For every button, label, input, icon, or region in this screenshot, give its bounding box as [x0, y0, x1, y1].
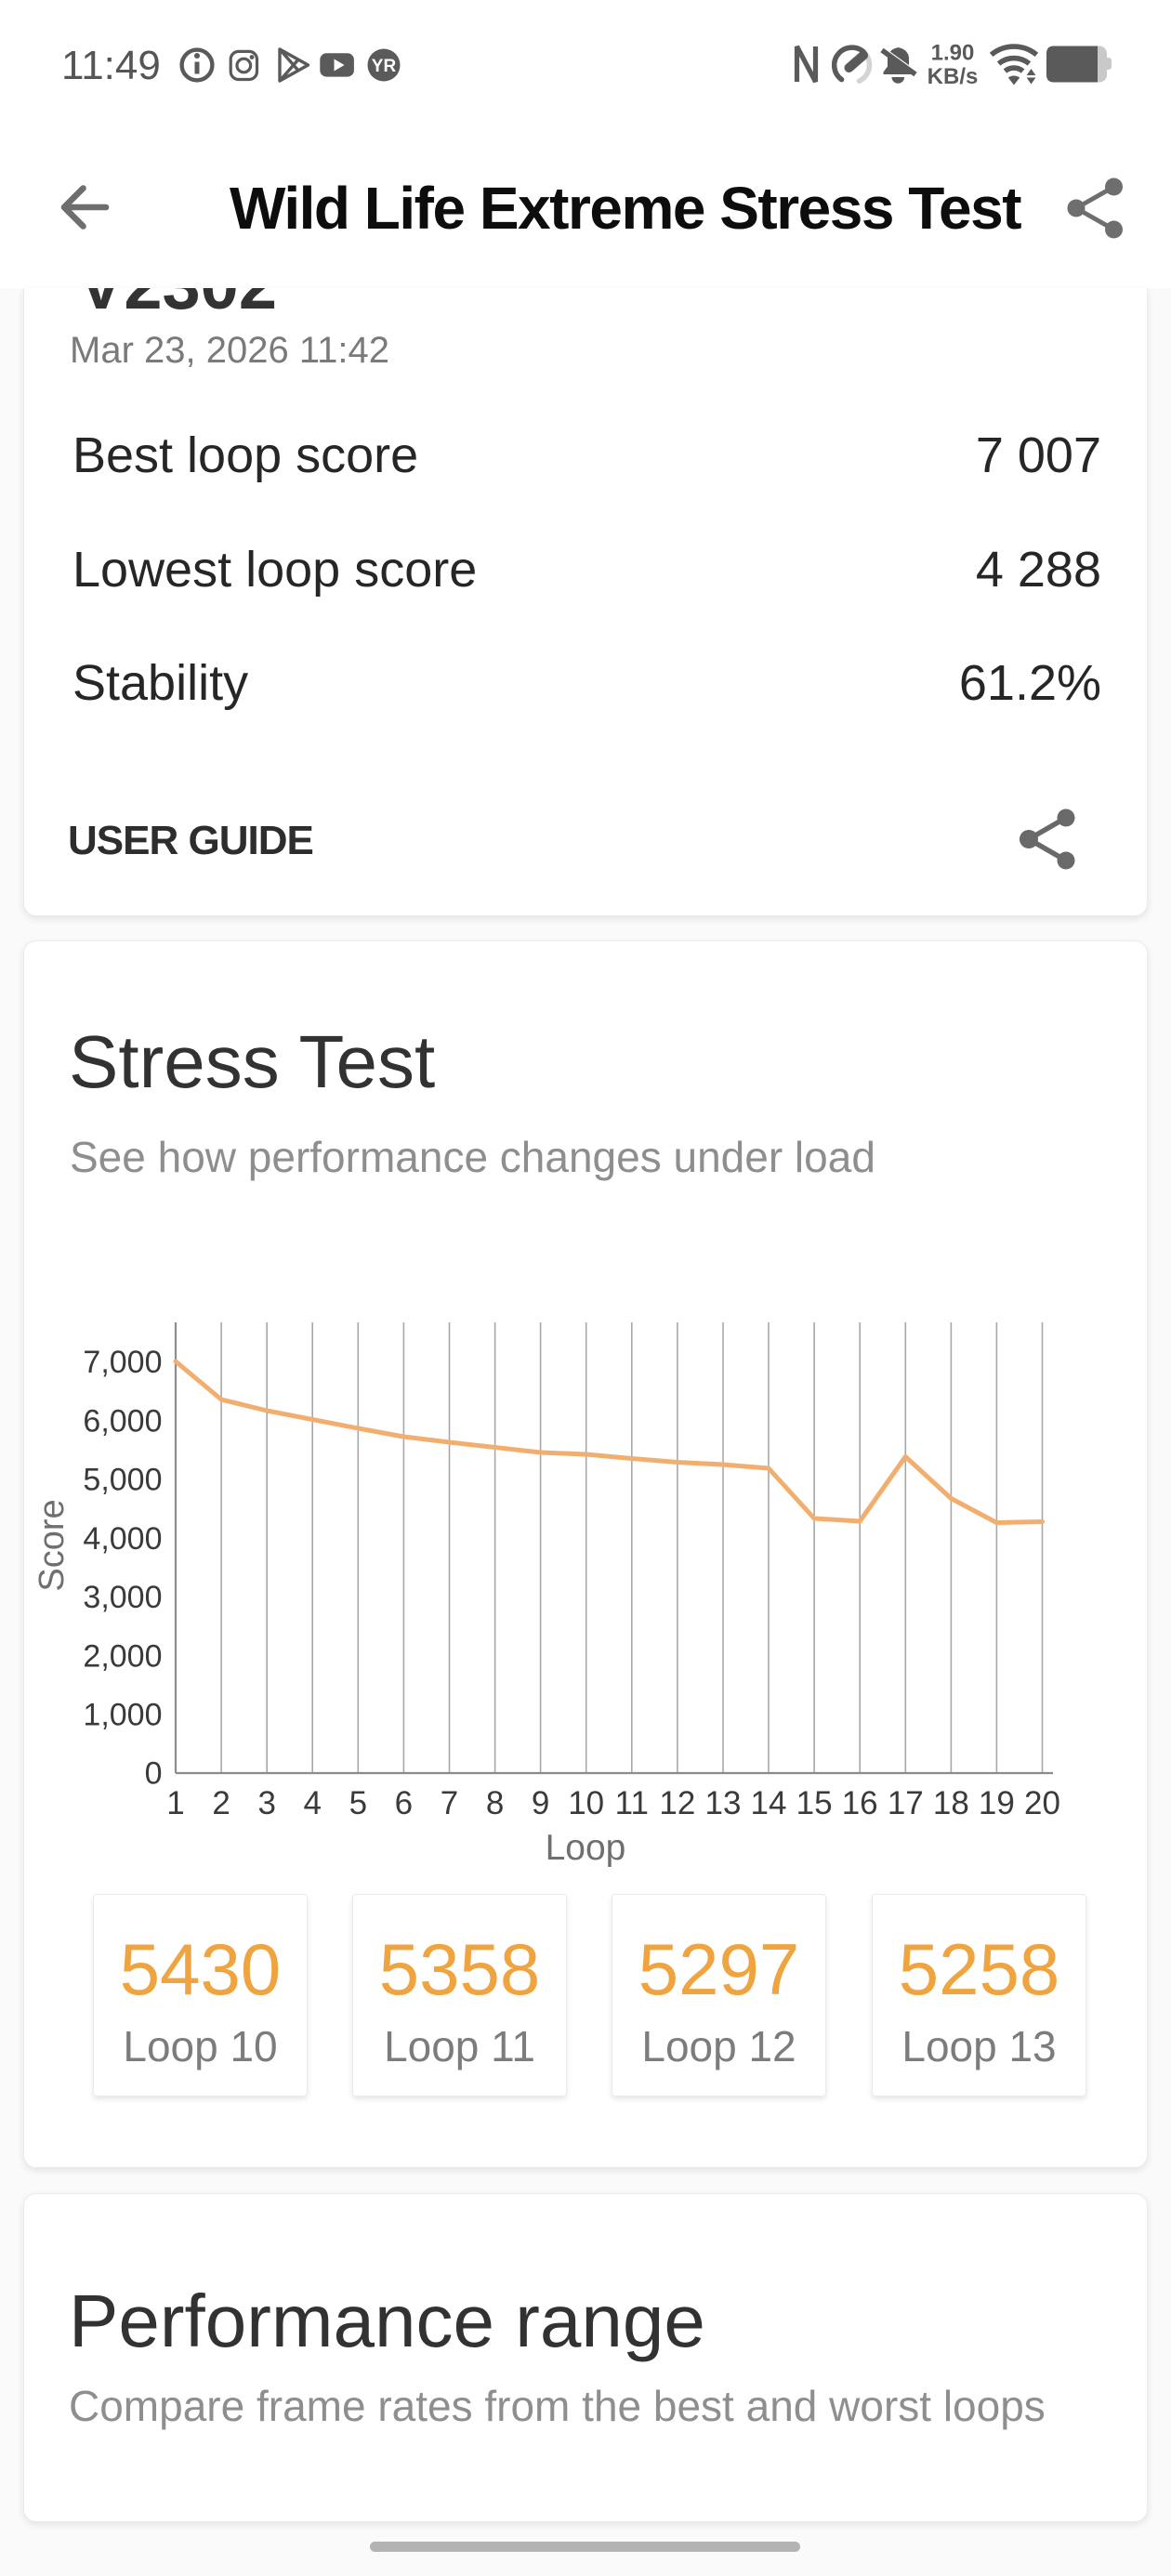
svg-text:11: 11: [615, 1785, 649, 1821]
svg-text:4,000: 4,000: [83, 1521, 162, 1557]
svg-text:Loop: Loop: [546, 1828, 626, 1868]
svg-text:7: 7: [441, 1785, 458, 1821]
svg-text:1,000: 1,000: [83, 1698, 162, 1733]
svg-text:13: 13: [705, 1785, 742, 1821]
svg-text:3: 3: [257, 1785, 275, 1821]
svg-text:7,000: 7,000: [83, 1345, 162, 1380]
svg-text:6: 6: [395, 1785, 413, 1821]
svg-text:1.90: 1.90: [931, 41, 975, 66]
svg-text:10: 10: [568, 1785, 604, 1821]
svg-text:5: 5: [349, 1785, 367, 1821]
svg-text:8: 8: [486, 1785, 504, 1821]
svg-text:12: 12: [659, 1785, 695, 1821]
svg-text:1: 1: [166, 1785, 184, 1821]
svg-text:2,000: 2,000: [83, 1638, 162, 1674]
svg-text:6,000: 6,000: [83, 1403, 162, 1439]
svg-text:3,000: 3,000: [83, 1580, 162, 1615]
svg-text:17: 17: [888, 1785, 924, 1821]
svg-text:19: 19: [979, 1785, 1015, 1821]
svg-text:YR: YR: [372, 57, 397, 76]
svg-text:18: 18: [933, 1785, 969, 1821]
svg-text:15: 15: [796, 1785, 833, 1821]
svg-text:5,000: 5,000: [83, 1463, 162, 1498]
svg-text:9: 9: [532, 1785, 549, 1821]
svg-text:Score: Score: [33, 1499, 72, 1591]
svg-text:2: 2: [212, 1785, 230, 1821]
svg-text:KB/s: KB/s: [928, 64, 979, 89]
svg-text:4: 4: [303, 1785, 321, 1821]
svg-text:20: 20: [1024, 1785, 1060, 1821]
svg-text:0: 0: [145, 1756, 163, 1792]
svg-text:14: 14: [751, 1785, 787, 1821]
svg-text:16: 16: [842, 1785, 878, 1821]
